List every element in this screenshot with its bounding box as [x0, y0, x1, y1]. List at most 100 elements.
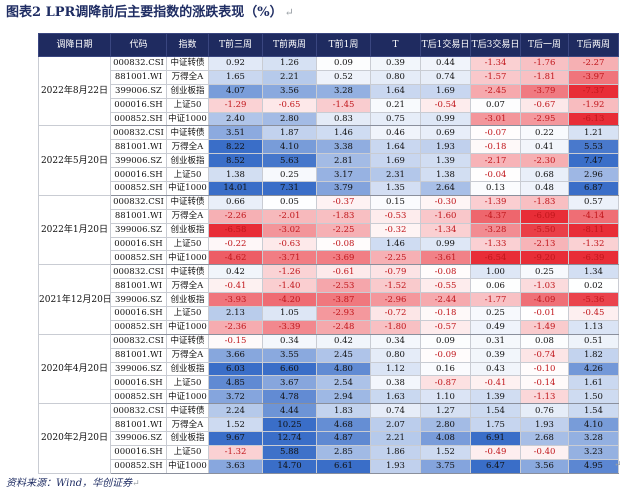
return-value-cell: -0.10 [520, 361, 569, 377]
return-value-cell: -2.53 [316, 278, 371, 294]
index-code-cell: 000832.CSI [110, 56, 167, 71]
return-value-cell: -1.29 [208, 97, 263, 113]
return-value-cell: -3.28 [470, 222, 521, 238]
index-code-cell: 399006.SZ [110, 153, 167, 169]
return-value-cell: 1.65 [208, 69, 263, 85]
index-code-cell: 000016.SH [110, 444, 167, 460]
return-value-cell: 6.61 [316, 458, 371, 474]
return-value-cell: 8.22 [208, 139, 263, 155]
return-value-cell: 12.74 [262, 431, 317, 446]
source-note: 资料来源：Wind，华创证券↵ [6, 478, 140, 489]
index-name-cell: 中证1000 [166, 250, 209, 266]
return-value-cell: -6.39 [568, 250, 619, 266]
return-value-cell: 0.92 [208, 56, 263, 71]
return-value-cell: 0.74 [370, 403, 421, 419]
return-value-cell: 4.80 [316, 361, 371, 377]
return-value-cell: 4.10 [262, 139, 317, 155]
table-row: 000016.SH 上证50 -1.32 5.88 2.85 1.86 1.52 -0.49-… [39, 444, 619, 460]
return-value-cell: 0.44 [420, 56, 471, 71]
paragraph-mark-icon: ↵ [614, 460, 622, 470]
table-row: 000852.SH 中证1000 2.40 2.80 0.83 0.75 0.99 -3.01… [39, 111, 619, 127]
return-value-cell: 3.79 [316, 181, 371, 196]
return-value-cell: -3.39 [262, 319, 317, 335]
table-row: 881001.WI 万得全A 1.52 10.25 4.68 2.07 2.80 1.75 1.… [39, 417, 619, 433]
index-code-cell: 881001.WI [110, 278, 167, 294]
table-row: 2021年12月20日 000832.CSI 中证转债 0.42 -1.26 -0.61-… [38, 264, 619, 335]
return-value-cell: -3.93 [208, 292, 263, 308]
return-value-cell: -0.57 [420, 319, 471, 335]
index-name-cell: 中证1000 [166, 458, 209, 474]
index-name-cell: 万得全A [166, 208, 209, 224]
return-value-cell: -1.13 [520, 389, 569, 405]
return-value-cell: 0.05 [262, 194, 317, 210]
return-value-cell: 1.52 [208, 417, 263, 433]
return-value-cell: -8.11 [568, 222, 619, 238]
return-value-cell: -3.61 [420, 250, 471, 266]
return-value-cell: 4.95 [568, 458, 619, 474]
index-name-cell: 中证转债 [166, 125, 209, 141]
header-row: 调降日期 代码 指数 T前三周 T前两周 T前1周 T T后1交易日 T后3交易日 T后一周 T后两… [38, 33, 619, 57]
return-value-cell: 1.00 [470, 264, 521, 280]
return-value-cell: 0.02 [568, 278, 619, 294]
return-value-cell: 6.60 [262, 361, 317, 377]
return-value-cell: -0.63 [262, 236, 317, 252]
return-value-cell: 0.99 [420, 236, 471, 252]
return-value-cell: 1.64 [370, 83, 421, 99]
column-header: T前三周 [208, 33, 263, 57]
return-value-cell: 1.35 [370, 181, 421, 196]
return-value-cell: 10.25 [262, 417, 317, 433]
return-value-cell: 1.13 [568, 319, 619, 335]
table-row: 881001.WI 万得全A 8.22 4.10 3.38 1.64 1.93 -0.18 0.… [39, 139, 619, 155]
table-row: 000852.SH 中证1000 14.01 7.31 3.79 1.35 2.64 0.13… [39, 181, 619, 196]
return-value-cell: -5.50 [520, 222, 569, 238]
return-value-cell: 2.85 [316, 444, 371, 460]
return-value-cell: 4.10 [568, 417, 619, 433]
index-name-cell: 上证50 [166, 306, 209, 321]
paragraph-mark-icon: ↵ [284, 6, 294, 19]
return-value-cell: 4.87 [316, 431, 371, 446]
return-value-cell: -2.13 [520, 236, 569, 252]
return-value-cell: 8.52 [208, 153, 263, 169]
return-value-cell: 2.81 [316, 153, 371, 169]
figure-title: 图表2 LPR调降前后主要指数的涨跌表现（%） ↵ [6, 5, 294, 20]
table-row: 881001.WI 万得全A -0.41 -1.40 -2.53 -1.52 -0.55 0.… [39, 278, 619, 294]
return-value-cell: -1.77 [470, 292, 521, 308]
table-row: 399006.SZ 创业板指 8.52 5.63 2.81 1.69 1.39 -2.17 -2… [39, 153, 619, 169]
index-code-cell: 000852.SH [110, 319, 167, 335]
return-value-cell: -6.09 [520, 208, 569, 224]
return-value-cell: 0.31 [470, 333, 521, 349]
column-header: T前1周 [316, 33, 371, 57]
return-value-cell: -2.25 [316, 222, 371, 238]
cut-date-cell: 2020年4月20日 [38, 333, 111, 405]
table-row: 881001.WI 万得全A 3.66 3.55 2.45 0.80 -0.09 0.39 -0… [39, 347, 619, 363]
return-value-cell: 0.38 [370, 375, 421, 391]
return-value-cell: 0.25 [262, 167, 317, 183]
index-code-cell: 000852.SH [110, 111, 167, 127]
cut-date-cell: 2022年5月20日 [38, 125, 111, 196]
return-value-cell: -3.79 [520, 83, 569, 99]
table-row: 399006.SZ 创业板指 -6.58 -3.02 -2.25 -0.32 -1.34 -3… [39, 222, 619, 238]
return-value-cell: -3.97 [568, 69, 619, 85]
return-value-cell: 1.50 [568, 389, 619, 405]
return-value-cell: -1.83 [316, 208, 371, 224]
return-value-cell: 1.93 [370, 458, 421, 474]
index-code-cell: 881001.WI [110, 69, 167, 85]
return-value-cell: 1.21 [568, 125, 619, 141]
table-row: 399006.SZ 创业板指 9.67 12.74 4.87 2.21 4.08 6.91 2.… [39, 431, 619, 446]
return-value-cell: 1.75 [470, 417, 521, 433]
index-code-cell: 881001.WI [110, 347, 167, 363]
return-value-cell: 1.26 [262, 56, 317, 71]
return-value-cell: 2.64 [420, 181, 471, 196]
return-value-cell: 0.16 [420, 361, 471, 377]
return-value-cell: -0.45 [568, 306, 619, 321]
index-code-cell: 000852.SH [110, 250, 167, 266]
return-value-cell: 1.63 [370, 389, 421, 405]
return-value-cell: 3.56 [520, 458, 569, 474]
table-row: 000016.SH 上证50 2.13 1.05 -2.93 -0.72 -0.18 0.25… [39, 306, 619, 321]
return-value-cell: 1.82 [568, 347, 619, 363]
return-value-cell: -2.36 [208, 319, 263, 335]
table-row: 399006.SZ 创业板指 4.07 3.56 3.28 1.64 1.69 -2.45 -3… [39, 83, 619, 99]
index-name-cell: 中证转债 [166, 264, 209, 280]
return-value-cell: -3.69 [316, 250, 371, 266]
index-code-cell: 000832.CSI [110, 333, 167, 349]
